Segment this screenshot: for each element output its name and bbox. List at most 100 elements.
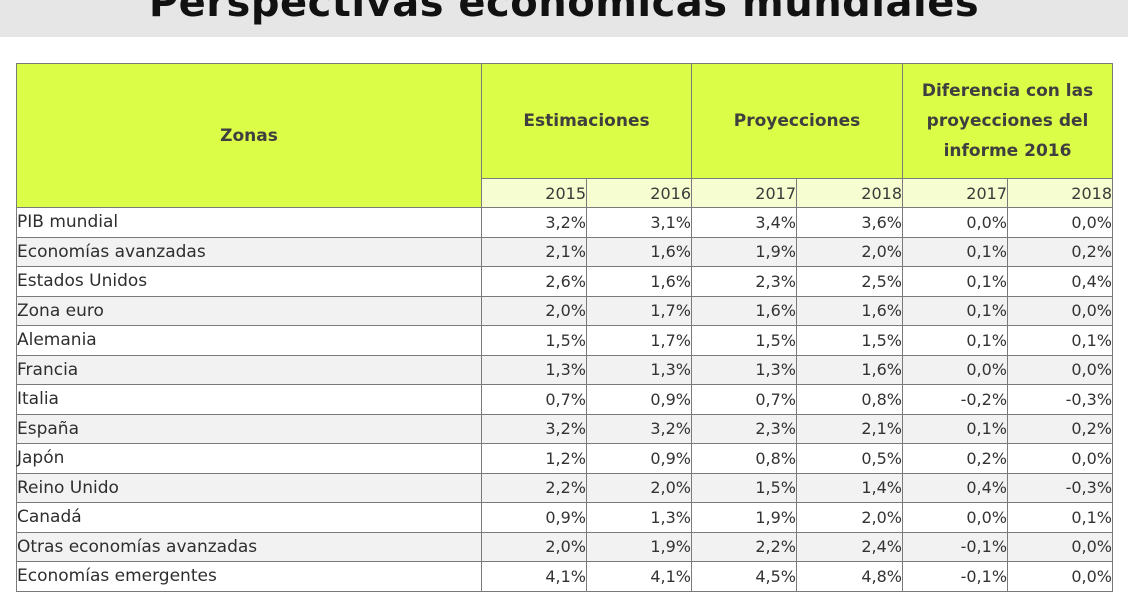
value-cell: 0,0% <box>902 354 1009 385</box>
zone-label: Italia <box>16 384 482 415</box>
value-cell: 0,1% <box>902 413 1009 444</box>
header-group-label: Zonas <box>220 125 278 146</box>
value-cell: 0,0% <box>1007 561 1114 592</box>
value-cell: 0,1% <box>1007 325 1114 356</box>
zone-label: Economías emergentes <box>16 561 482 592</box>
value-cell: 0,0% <box>1007 531 1114 562</box>
value-cell: 1,6% <box>586 266 692 297</box>
value-cell: 0,0% <box>1007 443 1114 474</box>
value-cell: 1,2% <box>481 443 587 474</box>
value-cell: 0,1% <box>902 266 1009 297</box>
value-cell: 3,2% <box>586 413 692 444</box>
value-cell: 1,5% <box>481 325 587 356</box>
header-year: 2017 <box>691 178 797 208</box>
zone-label: PIB mundial <box>16 207 482 238</box>
value-cell: 2,6% <box>481 266 587 297</box>
value-cell: 3,1% <box>586 207 692 238</box>
value-cell: 1,5% <box>691 472 797 503</box>
table-row: Economías emergentes 4,1% 4,1% 4,5% 4,8% -0,1… <box>16 561 1114 592</box>
value-cell: 2,0% <box>481 295 587 326</box>
table-header: Zonas Estimaciones Proyecciones Diferencia … <box>16 63 1114 208</box>
title-band: Perspectivas económicas mundiales <box>0 0 1128 37</box>
value-cell: 0,2% <box>902 443 1009 474</box>
value-cell: 0,0% <box>902 502 1009 533</box>
value-cell: 2,0% <box>795 502 904 533</box>
header-year-row: 2015 2016 2017 2018 2017 2018 <box>17 178 1114 208</box>
value-cell: 4,1% <box>481 561 587 592</box>
header-estimaciones: Estimaciones <box>481 63 692 179</box>
table-row: Reino Unido 2,2% 2,0% 1,5% 1,4% 0,4% -0,3% <box>16 472 1114 503</box>
value-cell: 1,6% <box>586 236 692 267</box>
header-year: 2015 <box>481 178 587 208</box>
table-row: Zona euro 2,0% 1,7% 1,6% 1,6% 0,1% 0,0% <box>16 295 1114 326</box>
value-cell: 1,9% <box>586 531 692 562</box>
value-cell: -0,2% <box>902 384 1009 415</box>
value-cell: 0,4% <box>1007 266 1114 297</box>
value-cell: 1,5% <box>795 325 904 356</box>
value-cell: 4,8% <box>795 561 904 592</box>
value-cell: -0,1% <box>902 531 1009 562</box>
value-cell: 0,7% <box>691 384 797 415</box>
value-cell: 3,2% <box>481 207 587 238</box>
value-cell: -0,3% <box>1007 472 1114 503</box>
value-cell: 0,1% <box>902 295 1009 326</box>
value-cell: 1,5% <box>691 325 797 356</box>
value-cell: 3,2% <box>481 413 587 444</box>
table-row: Francia 1,3% 1,3% 1,3% 1,6% 0,0% 0,0% <box>16 354 1114 385</box>
header-year: 2018 <box>1007 178 1114 208</box>
page-title: Perspectivas económicas mundiales <box>148 0 980 26</box>
value-cell: 0,9% <box>586 384 692 415</box>
value-cell: 1,6% <box>795 354 904 385</box>
value-cell: 0,2% <box>1007 236 1114 267</box>
zone-label: Otras economías avanzadas <box>16 531 482 562</box>
value-cell: 2,4% <box>795 531 904 562</box>
value-cell: 0,1% <box>902 236 1009 267</box>
value-cell: 1,6% <box>691 295 797 326</box>
table-row: Japón 1,2% 0,9% 0,8% 0,5% 0,2% 0,0% <box>16 443 1114 474</box>
value-cell: 3,4% <box>691 207 797 238</box>
value-cell: 2,0% <box>795 236 904 267</box>
header-year: 2016 <box>586 178 692 208</box>
value-cell: 1,7% <box>586 295 692 326</box>
table-row: Italia 0,7% 0,9% 0,7% 0,8% -0,2% -0,3% <box>16 384 1114 415</box>
value-cell: 1,9% <box>691 236 797 267</box>
value-cell: 0,0% <box>1007 295 1114 326</box>
header-group-row: Zonas Estimaciones Proyecciones Diferencia … <box>16 63 1114 208</box>
value-cell: 0,1% <box>1007 502 1114 533</box>
zone-label: Canadá <box>16 502 482 533</box>
table-row: España 3,2% 3,2% 2,3% 2,1% 0,1% 0,2% <box>16 413 1114 444</box>
value-cell: 0,7% <box>481 384 587 415</box>
header-proyecciones: Proyecciones <box>690 63 904 179</box>
value-cell: 2,2% <box>691 531 797 562</box>
value-cell: 0,0% <box>1007 354 1114 385</box>
value-cell: 0,5% <box>795 443 904 474</box>
value-cell: 2,0% <box>481 531 587 562</box>
value-cell: 2,3% <box>691 413 797 444</box>
value-cell: 0,0% <box>902 207 1009 238</box>
value-cell: 0,0% <box>1007 207 1114 238</box>
table-row: Otras economías avanzadas 2,0% 1,9% 2,2% 2,4… <box>16 531 1114 562</box>
value-cell: 1,4% <box>795 472 904 503</box>
value-cell: 1,3% <box>586 354 692 385</box>
table-row: PIB mundial 3,2% 3,1% 3,4% 3,6% 0,0% 0,0% <box>16 207 1114 238</box>
zone-label: España <box>16 413 482 444</box>
value-cell: 0,1% <box>902 325 1009 356</box>
table-row: Economías avanzadas 2,1% 1,6% 1,9% 2,0% 0,1% 0… <box>16 236 1114 267</box>
value-cell: 0,9% <box>586 443 692 474</box>
value-cell: 3,6% <box>795 207 904 238</box>
value-cell: -0,1% <box>902 561 1009 592</box>
value-cell: 2,1% <box>481 236 587 267</box>
value-cell: 1,3% <box>691 354 797 385</box>
header-group-label: Proyecciones <box>733 111 861 131</box>
value-cell: 1,3% <box>481 354 587 385</box>
header-group-label: Estimaciones <box>523 111 650 131</box>
value-cell: 2,2% <box>481 472 587 503</box>
value-cell: 2,3% <box>691 266 797 297</box>
header-zonas: Zonas <box>16 63 482 208</box>
value-cell: 0,4% <box>902 472 1009 503</box>
value-cell: 0,8% <box>691 443 797 474</box>
zone-label: Economías avanzadas <box>16 236 482 267</box>
zone-label: Alemania <box>16 325 482 356</box>
table-row: Canadá 0,9% 1,3% 1,9% 2,0% 0,0% 0,1% <box>16 502 1114 533</box>
header-year: 2017 <box>902 178 1009 208</box>
